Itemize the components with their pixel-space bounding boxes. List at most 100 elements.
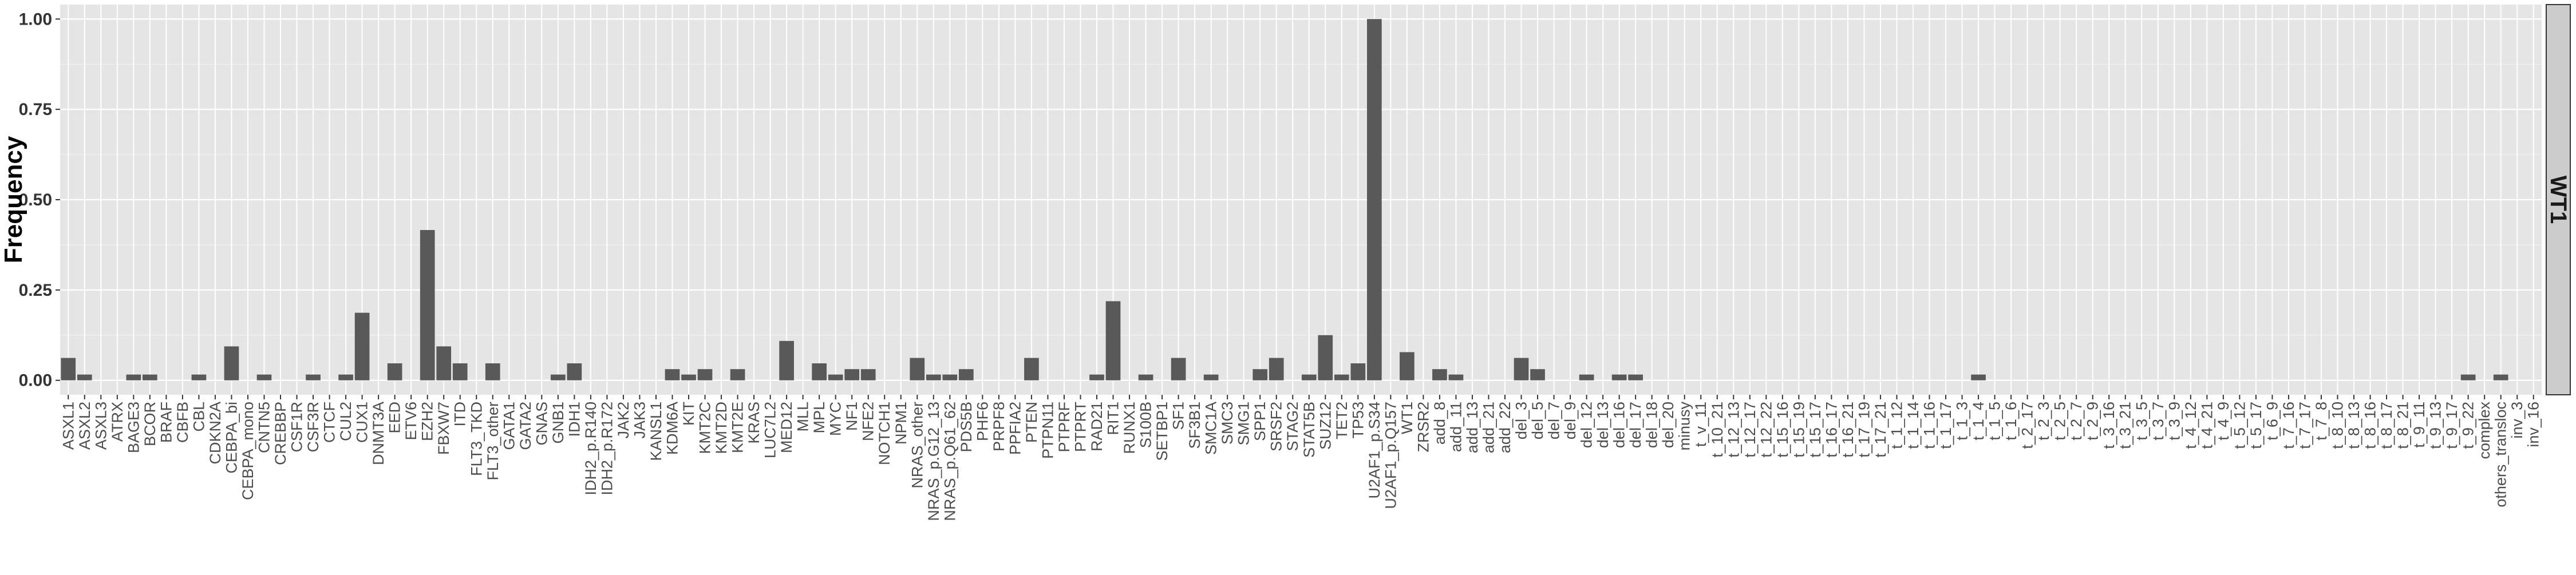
bar-CSF3R [306,374,321,380]
x-tick-label: del_13 [1594,402,1611,448]
x-tick-label: CBL [190,402,207,432]
x-tick-label: SMC1A [1203,402,1220,455]
x-tick-label: KIT [680,402,697,426]
bar-MED12 [779,340,794,380]
bar-ASXL1 [61,358,76,380]
x-tick-label: add_8 [1431,402,1448,445]
x-tick-label: CSF3R [305,402,322,453]
x-tick-label: KDM6A [663,402,681,455]
x-tick-label: STAG2 [1284,402,1301,451]
x-tick-label: KMT2E [729,402,746,453]
x-tick-label: t_15_17 [1807,402,1824,458]
bar-WT1 [1400,352,1415,380]
bar-FLT3_other [485,363,500,380]
x-tick-label: IDH2_p.R172 [598,402,615,495]
x-tick-label: del_17 [1627,402,1644,448]
x-tick-label: CUL2 [337,402,354,441]
x-tick-label: CEBPA_bi [223,402,240,474]
bar-CUX1 [354,312,370,380]
x-tick-label: IDH2_p.R140 [582,402,599,495]
x-tick-label: FLT3_other [484,402,501,481]
facet-strip-label: WT1 [2546,176,2571,224]
x-tick-label: add_21 [1480,402,1497,453]
x-tick-label: TP53 [1349,402,1366,439]
bar-KMT2E [730,369,745,380]
x-tick-label: NRAS_other [908,402,926,489]
bar-U2AF1_p.S34 [1367,19,1382,380]
bar-BCOR [143,374,157,380]
y-axis: 0.00 0.25 0.50 0.75 1.00 [19,10,60,390]
x-tick-label: t_3_7 [2150,402,2167,441]
bar-ITD [452,363,468,380]
x-tick-label: t_8_21 [2395,402,2412,449]
bar-EZH2 [420,230,435,380]
x-tick-label: KANSL1 [647,402,665,461]
x-tick-label: GNAS [533,402,550,446]
x-tick-label: t_7_17 [2296,402,2313,449]
gridlines [60,5,2542,395]
x-tick-label: CEBPA_mono [239,402,256,500]
bar-PDS5B [959,369,974,380]
x-tick-label: PTPRT [1072,402,1089,452]
x-tick-label: SF3B1 [1186,402,1203,449]
x-tick-label: RAD21 [1088,402,1105,451]
x-tick-label: NRAS_p.G12_13 [925,402,942,521]
x-tick-label: t_4_12 [2182,402,2199,449]
x-tick-label: del_5 [1529,402,1546,439]
x-tick-label: t_4_21 [2198,402,2215,449]
bar-EED [387,363,402,380]
x-tick-label: PTPN11 [1039,402,1056,459]
bar-TP53 [1350,363,1366,380]
bar-others_transloc [2493,374,2508,380]
x-tick-label: t_17_19 [1855,402,1872,458]
x-tick-label: GATA2 [517,402,534,450]
bar-CNTN5 [256,374,272,380]
bar-SRSF2 [1269,358,1284,380]
x-tick-label: t_3_16 [2100,402,2117,449]
bar-KIT [681,374,696,380]
facet-strip [2546,4,2571,395]
bar-add_8 [1432,369,1447,380]
bar-MYC [828,374,843,380]
x-tick-label: EZH2 [419,402,436,441]
x-tick-label: t_12_17 [1741,402,1759,458]
x-tick-label: del_16 [1611,402,1628,448]
x-tick-label: t_1_14 [1905,402,1922,449]
x-tick-label: SUZ12 [1317,402,1334,450]
x-tick-label: KRAS [745,402,762,444]
x-tick-label: t_3_5 [2133,402,2150,441]
x-tick-label: complex [2476,402,2493,459]
bar-BAGE3 [126,374,141,380]
bar-del_3 [1514,358,1529,380]
x-tick-label: JAK3 [631,402,648,439]
bar-PTEN [1024,358,1039,380]
x-tick-label: t_9_17 [2443,402,2460,449]
x-tick-label: KMT2C [697,402,714,454]
bar-SPP1 [1253,369,1268,380]
x-tick-label: t_8_17 [2378,402,2395,449]
x-tick-label: CNTN5 [255,402,272,453]
x-tick-label: t_9_13 [2427,402,2444,449]
x-tick-label: del_9 [1562,402,1579,439]
x-tick-label: del_18 [1643,402,1661,448]
x-tick-label: t_8_10 [2329,402,2346,449]
x-tick-label: t_5_17 [2247,402,2265,449]
bar-NRAS_other [910,358,925,380]
bar-STAT5B [1301,374,1317,380]
bar-SUZ12 [1318,335,1333,380]
x-tick-label: MYC [827,402,844,436]
x-tick-label: CREBBP [272,402,289,465]
x-tick-label: SMG1 [1235,402,1253,446]
x-tick-label: t_3_9 [2166,402,2183,441]
x-tick-label: NOTCH1 [876,402,893,465]
x-tick-label: PTEN [1023,402,1040,443]
x-tick-label: ITD [452,402,469,427]
bar-CUL2 [338,374,353,380]
bar-NRAS_p.Q61_62 [942,374,958,380]
x-tick-label: del_7 [1546,402,1563,439]
x-tick-label: ATRX [109,402,126,442]
x-tick-label: STAT5B [1301,402,1318,458]
x-tick-label: ASXL1 [60,402,77,450]
x-tick-label: SETBP1 [1153,402,1171,461]
x-tick-label: EED [386,402,404,434]
